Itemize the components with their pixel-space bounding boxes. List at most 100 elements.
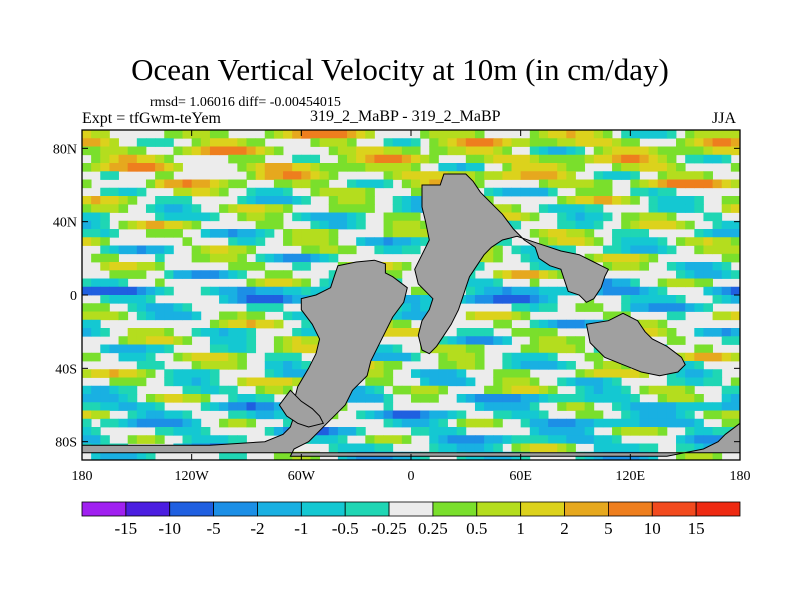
colorbar-swatch	[125, 501, 171, 517]
field-cell	[383, 229, 394, 238]
field-cell	[109, 245, 119, 255]
field-cell	[219, 451, 229, 461]
field-cell	[557, 204, 567, 213]
field-cell	[557, 245, 567, 255]
field-cell	[91, 220, 101, 230]
field-cell	[548, 270, 558, 279]
field-cell	[365, 435, 375, 444]
field-cell	[566, 212, 576, 222]
field-cell	[703, 451, 713, 461]
field-cell	[666, 336, 677, 345]
field-cell	[557, 270, 567, 279]
field-cell	[630, 229, 640, 238]
field-cell	[429, 377, 439, 387]
field-cell	[685, 361, 695, 370]
field-cell	[319, 187, 330, 197]
field-cell	[328, 171, 339, 180]
field-cell	[721, 336, 732, 345]
field-cell	[401, 138, 412, 147]
field-cell	[648, 220, 659, 230]
field-cell	[182, 410, 193, 420]
field-cell	[703, 138, 713, 147]
field-cell	[676, 171, 686, 180]
field-cell	[411, 220, 421, 230]
field-cell	[694, 394, 704, 403]
field-cell	[648, 427, 659, 436]
field-cell	[676, 336, 686, 345]
field-cell	[164, 377, 174, 387]
field-cell	[538, 295, 549, 304]
field-cell	[127, 418, 138, 428]
field-cell	[127, 146, 138, 156]
field-cell	[538, 163, 549, 172]
field-cell	[100, 311, 110, 321]
field-cell	[593, 138, 604, 147]
field-cell	[328, 146, 339, 156]
field-cell	[246, 262, 257, 271]
field-cell	[200, 394, 211, 403]
antarctic-peninsula-landmass	[278, 389, 325, 428]
field-cell	[145, 311, 156, 321]
field-cell	[91, 311, 101, 321]
field-cell	[365, 196, 375, 205]
field-cell	[685, 179, 695, 189]
field-cell	[538, 130, 549, 139]
field-cell	[228, 344, 238, 354]
field-cell	[91, 451, 101, 461]
field-cell	[219, 245, 229, 255]
ocean-field	[82, 130, 741, 461]
field-cell	[721, 328, 732, 337]
field-cell	[401, 212, 412, 222]
field-cell	[657, 154, 668, 164]
field-cell	[721, 154, 732, 164]
field-cell	[237, 286, 247, 296]
field-cell	[228, 410, 238, 420]
field-cell	[584, 369, 595, 378]
field-cell	[566, 163, 576, 172]
field-cell	[100, 229, 110, 238]
field-cell	[520, 171, 531, 180]
field-cell	[82, 146, 92, 156]
x-tick-label: 180	[72, 469, 93, 484]
field-cell	[209, 328, 220, 337]
x-tick-label: 120W	[175, 469, 210, 484]
field-cell	[712, 451, 723, 461]
field-cell	[612, 229, 622, 238]
field-cell	[145, 369, 156, 378]
field-cell	[630, 130, 640, 139]
field-cell	[246, 171, 257, 180]
field-cell	[100, 451, 110, 461]
field-cell	[356, 154, 366, 164]
field-cell	[264, 385, 275, 395]
field-cell	[191, 361, 202, 370]
field-cell	[273, 196, 284, 205]
field-cell	[648, 410, 659, 420]
field-cell	[145, 220, 156, 230]
field-cell	[438, 352, 448, 362]
field-cell	[136, 146, 147, 156]
field-cell	[127, 245, 138, 255]
field-cell	[538, 435, 549, 444]
field-cell	[712, 328, 723, 337]
field-cell	[173, 369, 183, 378]
field-cell	[392, 352, 403, 362]
field-cell	[730, 130, 741, 139]
field-cell	[429, 171, 439, 180]
field-cell	[612, 443, 622, 453]
field-cell	[356, 212, 366, 222]
field-cell	[612, 262, 622, 271]
field-cell	[575, 204, 586, 213]
field-cell	[292, 311, 302, 321]
field-cell	[246, 187, 257, 197]
field-cell	[191, 130, 202, 139]
field-cell	[100, 146, 110, 156]
field-cell	[127, 385, 138, 395]
field-cell	[109, 204, 119, 213]
field-cell	[374, 163, 384, 172]
field-cell	[264, 171, 275, 180]
field-cell	[685, 377, 695, 387]
field-cell	[465, 443, 476, 453]
field-cell	[273, 369, 284, 378]
field-cell	[529, 187, 540, 197]
field-cell	[356, 443, 366, 453]
